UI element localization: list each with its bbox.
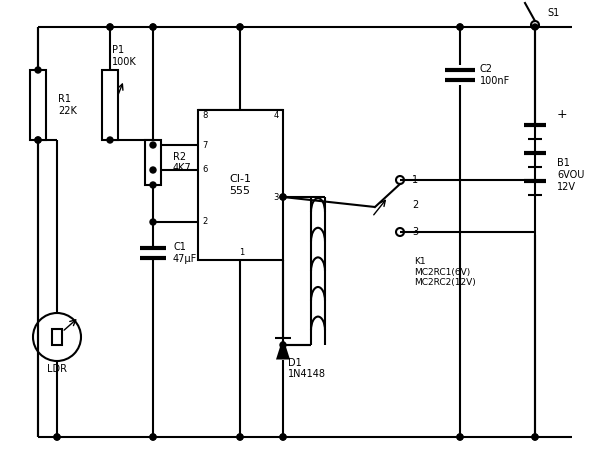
- Circle shape: [150, 24, 156, 30]
- Circle shape: [150, 24, 156, 30]
- Circle shape: [107, 24, 113, 30]
- Text: 8: 8: [202, 112, 208, 120]
- Text: D1
1N4148: D1 1N4148: [288, 358, 326, 379]
- Circle shape: [35, 137, 41, 143]
- Text: 2: 2: [202, 218, 208, 226]
- Text: P1
100K: P1 100K: [112, 45, 137, 67]
- Text: LDR: LDR: [47, 364, 67, 374]
- Circle shape: [237, 24, 243, 30]
- Text: R1
22K: R1 22K: [58, 94, 77, 116]
- Circle shape: [237, 24, 243, 30]
- Text: 3: 3: [274, 193, 278, 201]
- Text: 4: 4: [274, 112, 278, 120]
- Bar: [145, 140, 161, 185]
- Circle shape: [532, 434, 538, 440]
- Circle shape: [280, 194, 286, 200]
- Circle shape: [150, 434, 156, 440]
- Text: S1: S1: [547, 8, 559, 18]
- Text: 1: 1: [412, 175, 418, 185]
- Circle shape: [237, 434, 243, 440]
- Circle shape: [107, 24, 113, 30]
- Circle shape: [532, 24, 538, 30]
- Circle shape: [150, 219, 156, 225]
- Text: CI-1
555: CI-1 555: [229, 174, 251, 196]
- Circle shape: [54, 434, 60, 440]
- Circle shape: [280, 342, 286, 348]
- Circle shape: [280, 194, 286, 200]
- Circle shape: [54, 434, 60, 440]
- Circle shape: [150, 167, 156, 173]
- Circle shape: [107, 137, 113, 143]
- Bar: [102, 70, 118, 140]
- Circle shape: [457, 24, 463, 30]
- Circle shape: [457, 434, 463, 440]
- Text: 6: 6: [202, 166, 208, 174]
- Circle shape: [150, 182, 156, 188]
- Circle shape: [457, 24, 463, 30]
- Text: 3: 3: [412, 227, 418, 237]
- Circle shape: [150, 142, 156, 148]
- Circle shape: [280, 434, 286, 440]
- Bar: [30, 70, 46, 140]
- Circle shape: [35, 67, 41, 73]
- Text: B1
6VOU
12V: B1 6VOU 12V: [557, 159, 584, 192]
- Circle shape: [457, 434, 463, 440]
- Circle shape: [280, 434, 286, 440]
- Text: 2: 2: [412, 200, 418, 210]
- Bar: [52, 329, 62, 345]
- Polygon shape: [276, 338, 290, 359]
- Circle shape: [237, 434, 243, 440]
- Circle shape: [35, 137, 41, 143]
- Circle shape: [150, 434, 156, 440]
- Text: 1: 1: [239, 248, 245, 258]
- Text: C2
100nF: C2 100nF: [480, 64, 510, 86]
- Circle shape: [532, 434, 538, 440]
- Text: +: +: [557, 108, 568, 121]
- Text: C1
47μF: C1 47μF: [173, 242, 197, 264]
- Bar: [198, 110, 283, 260]
- Text: 7: 7: [202, 140, 208, 150]
- Text: K1
MC2RC1(6V)
MC2RC2(12V): K1 MC2RC1(6V) MC2RC2(12V): [414, 257, 476, 287]
- Text: R2
4K7: R2 4K7: [173, 152, 192, 173]
